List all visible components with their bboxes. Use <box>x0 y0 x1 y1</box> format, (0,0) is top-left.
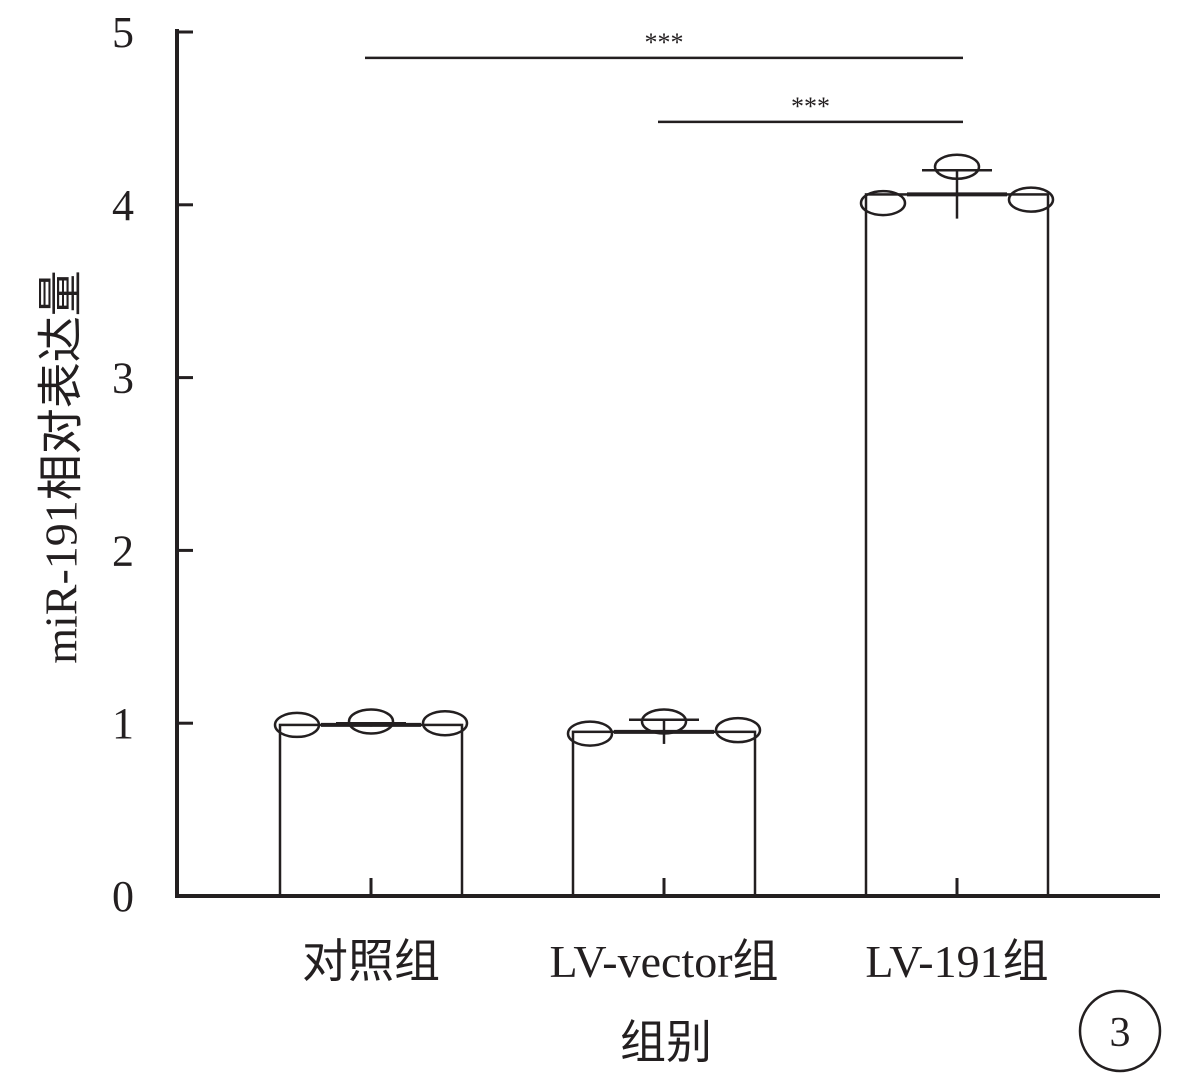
y-axis-title: miR-191相对表达量 <box>36 270 87 664</box>
panel-label: 3 <box>1110 1010 1131 1056</box>
data-point <box>1007 186 1055 213</box>
bars-layer <box>278 193 1050 898</box>
data-point <box>347 708 395 735</box>
x-axis-title: 组别 <box>620 1017 712 1068</box>
data-point <box>714 716 762 744</box>
data-points-layer <box>273 153 1055 747</box>
data-point <box>566 720 614 747</box>
x-category-label: LV-vector组 <box>549 936 778 987</box>
bar <box>278 723 464 898</box>
panel-label-circle <box>1078 989 1162 1073</box>
data-point <box>421 709 469 737</box>
error-bars-layer <box>321 168 1007 744</box>
significance-layer: *** *** <box>365 28 963 124</box>
y-tick-label: 3 <box>112 354 134 403</box>
data-point <box>273 711 321 739</box>
labels-layer: 0 1 2 3 4 5 对照组 LV-vector组 LV-191组 <box>112 8 1049 987</box>
y-tick-label: 2 <box>112 526 134 575</box>
data-point <box>933 153 981 181</box>
significance-label: *** <box>791 92 830 121</box>
significance-label: *** <box>645 28 684 57</box>
axes-layer <box>175 29 1160 898</box>
bar <box>571 730 757 898</box>
y-tick-label: 1 <box>112 699 134 748</box>
y-tick-label: 5 <box>112 8 134 57</box>
x-category-label: 对照组 <box>302 936 440 987</box>
data-point <box>640 708 688 735</box>
y-tick-label: 4 <box>112 181 134 230</box>
x-category-label: LV-191组 <box>865 936 1048 987</box>
bar <box>864 193 1050 898</box>
y-tick-label: 0 <box>112 872 134 921</box>
data-point <box>859 189 907 217</box>
